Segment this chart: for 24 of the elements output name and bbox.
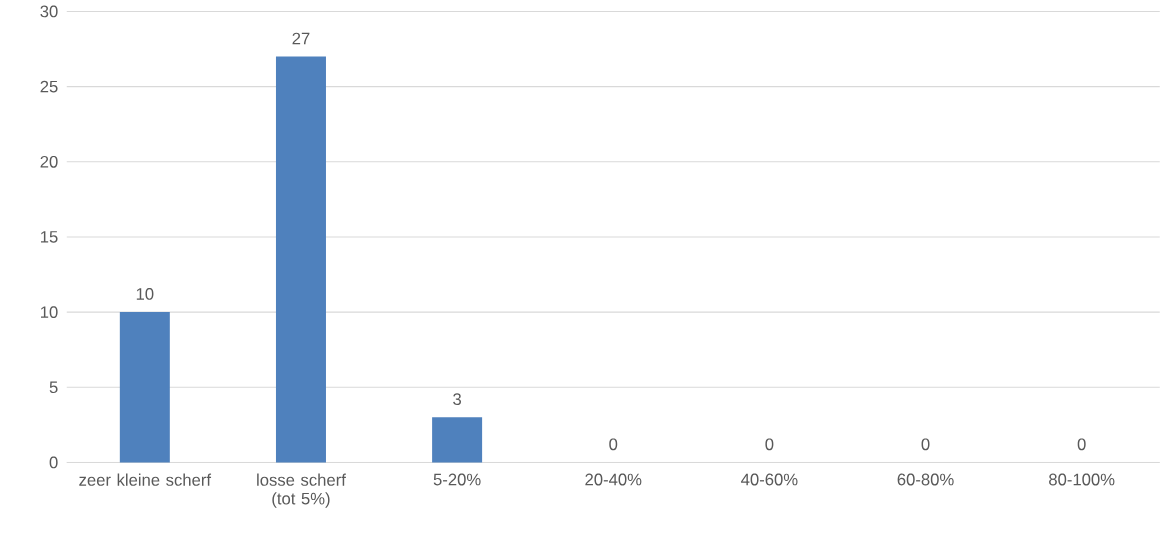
x-tick-label: 60-80% xyxy=(897,473,954,486)
x-tick-label: zeer kleine scherf xyxy=(79,473,212,486)
y-tick-label: 30 xyxy=(40,5,58,18)
x-tick-label: 40-60% xyxy=(741,473,798,486)
bar xyxy=(275,56,326,463)
x-tick-label: 80-100% xyxy=(1049,473,1115,486)
data-label: 0 xyxy=(765,438,774,451)
bar xyxy=(119,312,170,463)
y-tick-label: 5 xyxy=(49,381,58,394)
bar xyxy=(432,417,483,463)
data-label: 0 xyxy=(609,438,618,451)
x-tick-label: losse scherf (tot 5%) xyxy=(257,473,346,508)
y-tick-label: 25 xyxy=(40,80,58,93)
data-label: 10 xyxy=(136,288,154,300)
data-label: 0 xyxy=(921,438,930,451)
x-tick-label: 5-20% xyxy=(433,473,481,486)
y-tick-label: 10 xyxy=(41,306,58,319)
y-tick-label: 15 xyxy=(41,231,58,243)
x-tick-label: 20-40% xyxy=(585,473,642,486)
data-label: 0 xyxy=(1077,438,1086,451)
y-tick-label: 20 xyxy=(40,155,58,168)
y-tick-label: 0 xyxy=(49,456,58,469)
data-label: 3 xyxy=(453,393,462,406)
data-label: 27 xyxy=(292,32,310,45)
